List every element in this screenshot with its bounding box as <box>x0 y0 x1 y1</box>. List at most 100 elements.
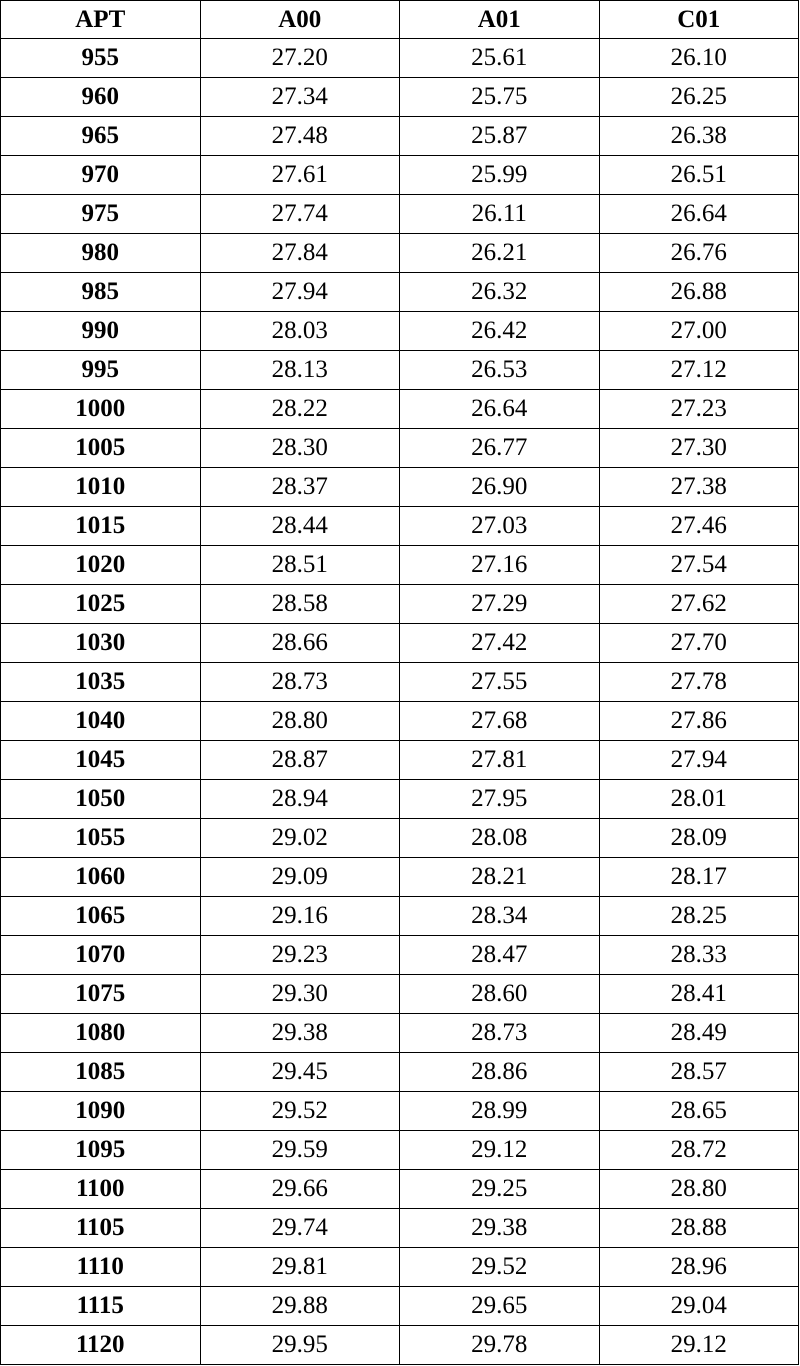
value-cell: 28.73 <box>199 662 400 702</box>
value-cell: 28.96 <box>598 1247 799 1287</box>
table-row: 1080 29.38 28.73 28.49 <box>0 1013 799 1053</box>
value-cell: 27.84 <box>199 233 400 273</box>
header-cell: A00 <box>199 0 400 39</box>
apt-cell: 1000 <box>0 389 201 429</box>
value-cell: 26.32 <box>399 272 600 312</box>
table-row: 995 28.13 26.53 27.12 <box>0 350 799 390</box>
table-row: 1030 28.66 27.42 27.70 <box>0 623 799 663</box>
value-cell: 27.03 <box>399 506 600 546</box>
value-cell: 28.86 <box>399 1052 600 1092</box>
apt-cell: 1015 <box>0 506 201 546</box>
value-cell: 27.95 <box>399 779 600 819</box>
apt-cell: 1040 <box>0 701 201 741</box>
value-cell: 28.87 <box>199 740 400 780</box>
apt-cell: 1020 <box>0 545 201 585</box>
apt-cell: 1060 <box>0 857 201 897</box>
value-cell: 26.21 <box>399 233 600 273</box>
value-cell: 27.38 <box>598 467 799 507</box>
value-cell: 28.60 <box>399 974 600 1014</box>
value-cell: 25.87 <box>399 116 600 156</box>
value-cell: 28.80 <box>598 1169 799 1209</box>
value-cell: 27.29 <box>399 584 600 624</box>
value-cell: 29.23 <box>199 935 400 975</box>
value-cell: 28.49 <box>598 1013 799 1053</box>
value-cell: 27.78 <box>598 662 799 702</box>
table-row: 970 27.61 25.99 26.51 <box>0 155 799 195</box>
table-row: 955 27.20 25.61 26.10 <box>0 38 799 78</box>
table-header: APT A00 A01 C01 <box>0 0 799 39</box>
value-cell: 29.74 <box>199 1208 400 1248</box>
value-cell: 28.99 <box>399 1091 600 1131</box>
value-cell: 29.16 <box>199 896 400 936</box>
value-cell: 28.58 <box>199 584 400 624</box>
value-cell: 26.42 <box>399 311 600 351</box>
value-cell: 28.17 <box>598 857 799 897</box>
value-cell: 29.45 <box>199 1052 400 1092</box>
value-cell: 25.61 <box>399 38 600 78</box>
value-cell: 28.57 <box>598 1052 799 1092</box>
apt-cell: 1010 <box>0 467 201 507</box>
apt-cell: 1055 <box>0 818 201 858</box>
table-row: 1005 28.30 26.77 27.30 <box>0 428 799 468</box>
table-body: 955 27.20 25.61 26.10 960 27.34 25.75 26.25 965 2… <box>0 38 799 1365</box>
apt-cell: 1100 <box>0 1169 201 1209</box>
table-row: 1100 29.66 29.25 28.80 <box>0 1169 799 1209</box>
value-cell: 27.23 <box>598 389 799 429</box>
value-cell: 28.73 <box>399 1013 600 1053</box>
value-cell: 29.25 <box>399 1169 600 1209</box>
value-cell: 28.22 <box>199 389 400 429</box>
table-row: 1035 28.73 27.55 27.78 <box>0 662 799 702</box>
value-cell: 27.20 <box>199 38 400 78</box>
value-cell: 29.81 <box>199 1247 400 1287</box>
value-cell: 27.74 <box>199 194 400 234</box>
apt-cell: 1025 <box>0 584 201 624</box>
value-cell: 27.42 <box>399 623 600 663</box>
value-cell: 29.09 <box>199 857 400 897</box>
table-row: 1040 28.80 27.68 27.86 <box>0 701 799 741</box>
value-cell: 29.66 <box>199 1169 400 1209</box>
value-cell: 28.03 <box>199 311 400 351</box>
value-cell: 28.13 <box>199 350 400 390</box>
table-row: 1045 28.87 27.81 27.94 <box>0 740 799 780</box>
table-row: 1075 29.30 28.60 28.41 <box>0 974 799 1014</box>
value-cell: 26.90 <box>399 467 600 507</box>
apt-cell: 1105 <box>0 1208 201 1248</box>
value-cell: 28.09 <box>598 818 799 858</box>
table-row: 980 27.84 26.21 26.76 <box>0 233 799 273</box>
value-cell: 29.65 <box>399 1286 600 1326</box>
value-cell: 27.00 <box>598 311 799 351</box>
apt-cell: 955 <box>0 38 201 78</box>
table-row: 1070 29.23 28.47 28.33 <box>0 935 799 975</box>
value-cell: 27.81 <box>399 740 600 780</box>
table-row: 1065 29.16 28.34 28.25 <box>0 896 799 936</box>
value-cell: 29.78 <box>399 1325 600 1365</box>
value-cell: 26.51 <box>598 155 799 195</box>
value-cell: 26.76 <box>598 233 799 273</box>
value-cell: 27.34 <box>199 77 400 117</box>
value-cell: 29.38 <box>399 1208 600 1248</box>
apt-cell: 1080 <box>0 1013 201 1053</box>
value-cell: 28.30 <box>199 428 400 468</box>
value-cell: 29.30 <box>199 974 400 1014</box>
apt-cell: 1075 <box>0 974 201 1014</box>
value-cell: 28.51 <box>199 545 400 585</box>
apt-cell: 1070 <box>0 935 201 975</box>
header-cell: A01 <box>399 0 600 39</box>
value-cell: 27.30 <box>598 428 799 468</box>
table-row: 965 27.48 25.87 26.38 <box>0 116 799 156</box>
apt-cell: 1085 <box>0 1052 201 1092</box>
value-cell: 29.88 <box>199 1286 400 1326</box>
value-cell: 27.48 <box>199 116 400 156</box>
value-cell: 28.41 <box>598 974 799 1014</box>
value-cell: 27.70 <box>598 623 799 663</box>
value-cell: 26.64 <box>598 194 799 234</box>
table-row: 1120 29.95 29.78 29.12 <box>0 1325 799 1365</box>
value-cell: 27.16 <box>399 545 600 585</box>
value-cell: 28.94 <box>199 779 400 819</box>
table-row: 1010 28.37 26.90 27.38 <box>0 467 799 507</box>
value-cell: 26.77 <box>399 428 600 468</box>
apt-cell: 970 <box>0 155 201 195</box>
value-cell: 29.12 <box>598 1325 799 1365</box>
